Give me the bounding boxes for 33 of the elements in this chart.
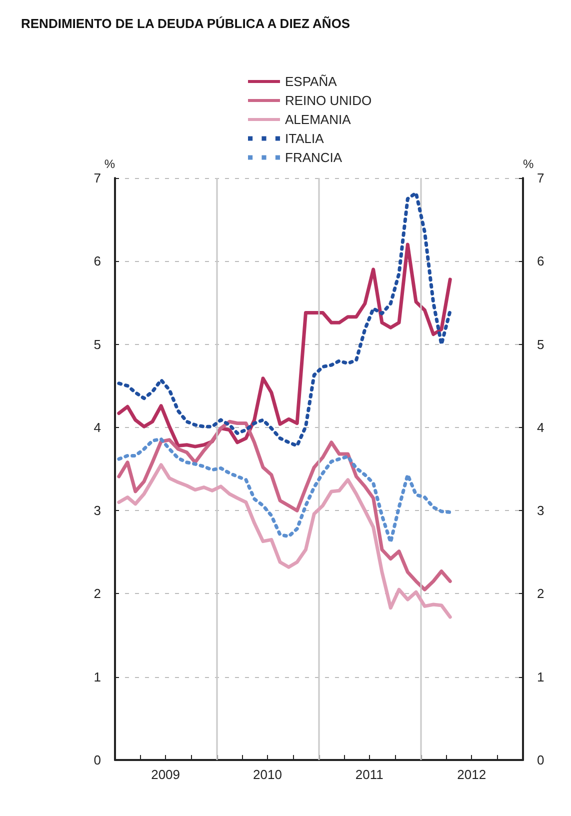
y-tick-label: 1 <box>94 669 101 684</box>
y-tick-label: 7 <box>94 170 101 186</box>
line-series <box>117 463 452 619</box>
legend-label: ITALIA <box>285 131 324 146</box>
chart-title: RENDIMIENTO DE LA DEUDA PÚBLICA A DIEZ AÑOS <box>21 16 350 31</box>
y2-tick-label: 3 <box>537 503 544 518</box>
legend-label: FRANCIA <box>285 150 342 165</box>
y2-tick-label: 4 <box>537 420 544 435</box>
y-tick-label: 2 <box>94 586 101 602</box>
legend-label: REINO UNIDO <box>285 93 372 108</box>
y2-axis-title: % <box>523 157 534 171</box>
y-tick-label: 3 <box>94 503 101 518</box>
line-series <box>117 420 452 592</box>
x-tick-label: 2009 <box>151 767 180 782</box>
y2-tick-label: 0 <box>537 752 544 768</box>
y2-tick-label: 5 <box>537 336 544 352</box>
y2-tick-label: 7 <box>537 170 544 186</box>
x-tick-label: 2011 <box>355 767 384 782</box>
y-tick-label: 4 <box>94 420 101 435</box>
y2-tick-label: 2 <box>537 586 544 602</box>
y-axis-title: % <box>104 157 116 171</box>
x-tick-label: 2010 <box>253 767 282 782</box>
y2-tick-label: 6 <box>537 254 544 269</box>
legend-label: ESPAÑA <box>285 74 338 89</box>
x-tick-label: 2012 <box>457 767 486 782</box>
y2-tick-label: 1 <box>537 669 544 684</box>
legend-label: ALEMANIA <box>285 112 352 127</box>
line-series <box>117 191 452 448</box>
y-tick-label: 5 <box>94 336 101 352</box>
y-tick-label: 6 <box>94 254 101 269</box>
line-series <box>117 437 452 544</box>
y-tick-label: 0 <box>94 752 101 768</box>
line-series <box>117 242 452 448</box>
